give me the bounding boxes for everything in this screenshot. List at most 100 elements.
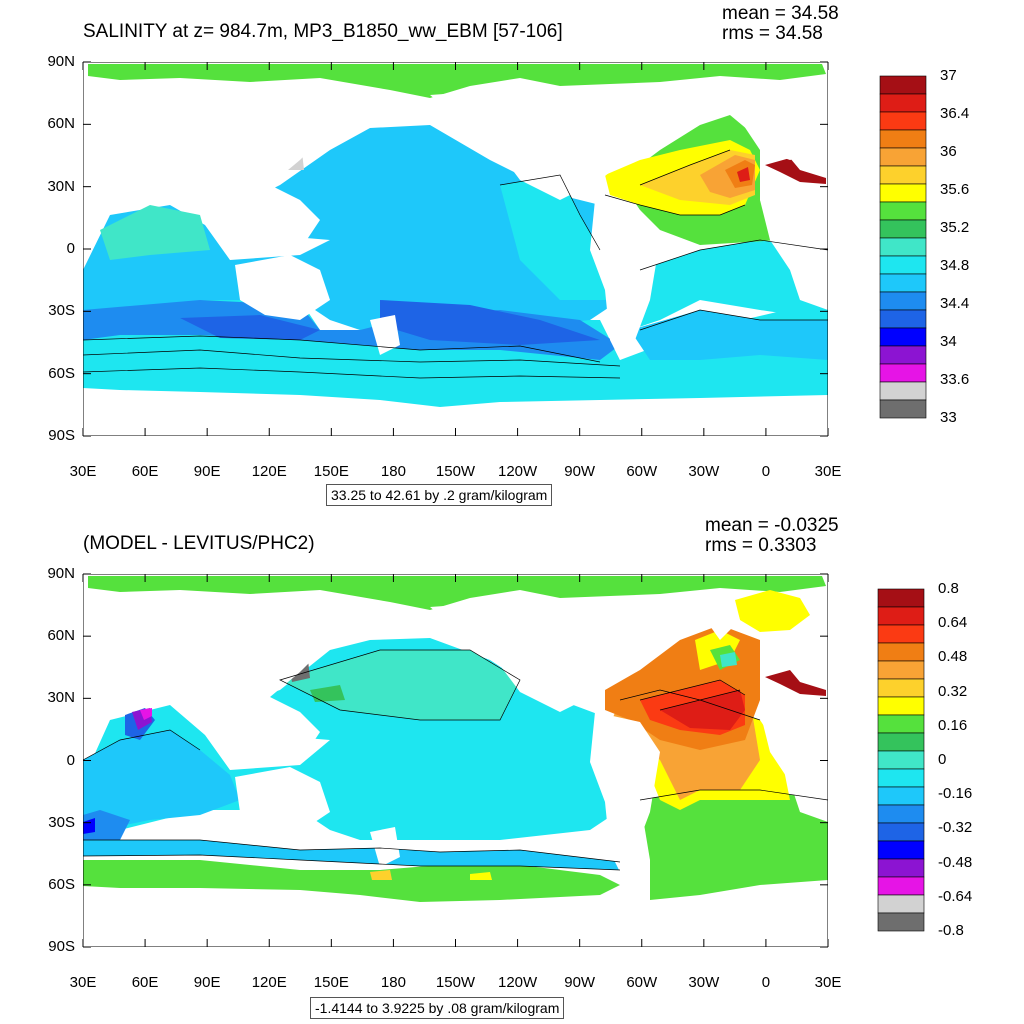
xtick-label: 180	[380, 974, 406, 991]
colorbar-box	[877, 624, 925, 644]
chart1-colorbar	[879, 75, 927, 419]
colorbar-label: 0	[938, 751, 947, 768]
xtick-label: 150W	[435, 974, 476, 991]
ytick-label: 60S	[48, 875, 75, 893]
chart1-title: SALINITY at z= 984.7m, MP3_B1850_ww_EBM …	[83, 21, 563, 42]
colorbar-label: 0.16	[938, 716, 968, 734]
chart1-axes	[82, 61, 829, 437]
chart2-title: (MODEL - LEVITUS/PHC2)	[83, 533, 315, 554]
colorbar-label: 34.8	[940, 257, 970, 274]
colorbar-label: 0.48	[938, 648, 968, 666]
colorbar-label: -0.16	[938, 785, 973, 803]
colorbar-box	[877, 858, 925, 878]
xtick-label: 120W	[497, 463, 538, 480]
colorbar-label: 34.4	[940, 295, 970, 312]
xtick-label: 150E	[313, 463, 349, 480]
chart1-footnote: 33.25 to 42.61 by .2 gram/kilogram	[326, 484, 553, 506]
colorbar-box	[879, 93, 927, 113]
colorbar-box	[879, 183, 927, 203]
xtick-label: 90E	[193, 974, 221, 991]
chart2-axes	[82, 573, 829, 948]
colorbar-box	[879, 255, 927, 275]
xtick-label: 90W	[564, 463, 596, 480]
ytick-label: 60N	[47, 115, 75, 133]
xtick-label: 180	[380, 463, 406, 480]
colorbar-box	[879, 381, 927, 401]
xtick-label: 150E	[313, 974, 349, 991]
colorbar-box	[877, 696, 925, 716]
ytick-label: 30S	[48, 813, 75, 831]
xtick-label: 60E	[131, 463, 159, 480]
colorbar-box	[879, 75, 927, 95]
colorbar-box	[877, 588, 925, 608]
colorbar-label: 33	[940, 409, 957, 426]
colorbar-label: 36	[940, 143, 957, 160]
ytick-label: 90S	[48, 427, 75, 444]
colorbar-label: 33.6	[940, 371, 970, 388]
chart2-colorbar	[877, 588, 925, 932]
colorbar-box	[879, 129, 927, 149]
colorbar-box	[879, 363, 927, 383]
colorbar-box	[879, 165, 927, 185]
colorbar-label: 36.4	[940, 105, 970, 122]
ytick-label: 60S	[48, 364, 75, 382]
xtick-label: 150W	[435, 463, 476, 480]
xtick-label: 90W	[564, 974, 596, 991]
chart2-stats: mean = -0.0325 rms = 0.3303	[705, 516, 839, 556]
colorbar-box	[877, 732, 925, 752]
colorbar-box	[879, 201, 927, 221]
colorbar-label: -0.32	[938, 819, 973, 837]
colorbar-box	[879, 111, 927, 131]
ytick-label: 0	[66, 240, 75, 257]
ytick-label: 0	[66, 751, 75, 769]
colorbar-box	[879, 273, 927, 293]
ytick-label: 90N	[47, 53, 75, 70]
ytick-label: 30S	[48, 302, 75, 320]
colorbar-label: 34	[940, 333, 957, 350]
xtick-label: 30E	[814, 974, 842, 991]
chart2-rms: rms = 0.3303	[705, 535, 817, 556]
colorbar-box	[879, 219, 927, 239]
xtick-label: 60E	[131, 974, 159, 991]
map2-field	[83, 574, 828, 947]
colorbar-label: 35.6	[940, 181, 970, 198]
colorbar-label: 0.32	[938, 682, 968, 700]
xtick-label: 0	[761, 463, 771, 480]
colorbar-label: -0.8	[938, 922, 964, 939]
ytick-label: 90S	[48, 938, 75, 955]
colorbar-label: 0.64	[938, 614, 968, 632]
map1-field	[83, 62, 828, 436]
colorbar-box	[879, 237, 927, 257]
colorbar-box	[877, 894, 925, 914]
colorbar-box	[877, 768, 925, 788]
chart1-stats: mean = 34.58 rms = 34.58	[722, 4, 839, 44]
colorbar-box	[877, 606, 925, 626]
xtick-label: 30W	[688, 463, 720, 480]
colorbar-box	[877, 660, 925, 680]
colorbar-box	[877, 822, 925, 842]
xtick-label: 30E	[69, 974, 97, 991]
xtick-label: 120E	[251, 463, 287, 480]
chart2-footnote: -1.4144 to 3.9225 by .08 gram/kilogram	[310, 997, 565, 1019]
colorbar-box	[879, 327, 927, 347]
colorbar-box	[877, 912, 925, 932]
ytick-label: 90N	[47, 565, 75, 582]
colorbar-box	[877, 786, 925, 806]
colorbar-box	[879, 147, 927, 167]
ytick-label: 30N	[47, 177, 75, 195]
xtick-label: 90E	[193, 463, 221, 480]
xtick-label: 60W	[626, 463, 658, 480]
colorbar-label: -0.64	[938, 887, 973, 905]
xtick-label: 0	[761, 974, 771, 991]
colorbar-box	[879, 399, 927, 419]
colorbar-label: 35.2	[940, 219, 970, 236]
chart1-rms: rms = 34.58	[722, 23, 823, 44]
xtick-label: 60W	[626, 974, 658, 991]
xtick-label: 30E	[814, 463, 842, 480]
ytick-label: 30N	[47, 689, 75, 707]
colorbar-box	[877, 804, 925, 824]
colorbar-box	[877, 750, 925, 770]
colorbar-box	[879, 345, 927, 365]
colorbar-label: 37	[940, 67, 957, 84]
